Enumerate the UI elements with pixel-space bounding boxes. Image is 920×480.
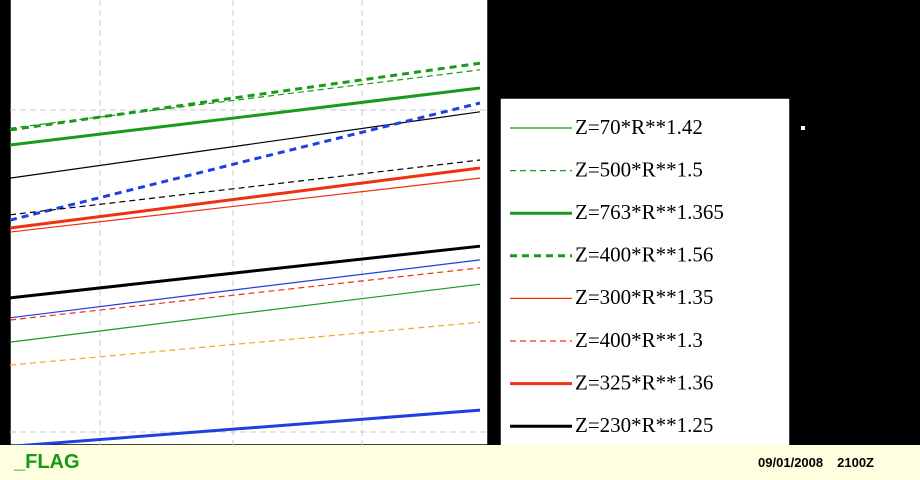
dot	[801, 126, 805, 130]
flag-label: _FLAG	[14, 451, 80, 474]
screen: Z=70*R**1.42 Z=500*R**1.5 Z=763*R**1.365 Z=…	[0, 0, 920, 480]
time: 2100Z	[837, 455, 874, 470]
legend-label: Z=400*R**1.56	[575, 243, 713, 267]
timestamp: 09/01/2008 2100Z	[744, 455, 874, 470]
legend-label: Z=230*R**1.25	[575, 413, 713, 437]
legend-label: Z=763*R**1.365	[575, 200, 724, 224]
legend-label: Z=300*R**1.35	[575, 285, 713, 309]
plot-area	[10, 0, 488, 445]
legend-label: Z=70*R**1.42	[575, 115, 703, 139]
legend-label: Z=400*R**1.3	[575, 328, 703, 352]
status-bar: _FLAG 09/01/2008 2100Z	[0, 445, 920, 480]
legend-label: Z=325*R**1.36	[575, 370, 713, 394]
date: 09/01/2008	[758, 455, 823, 470]
chart: Z=70*R**1.42 Z=500*R**1.5 Z=763*R**1.365 Z=…	[0, 0, 920, 445]
legend-label: Z=500*R**1.5	[575, 157, 703, 181]
